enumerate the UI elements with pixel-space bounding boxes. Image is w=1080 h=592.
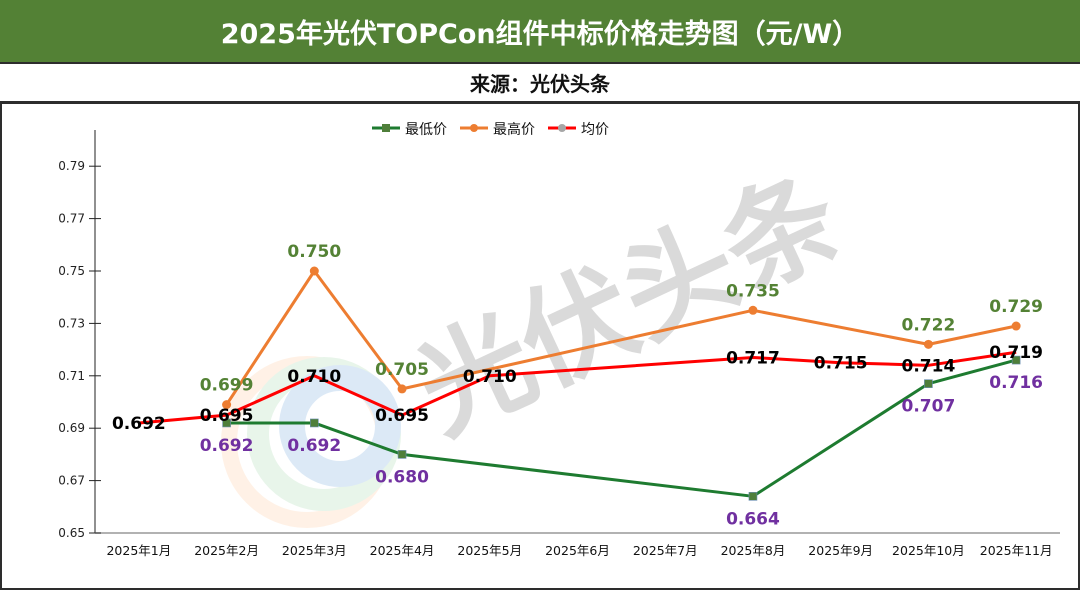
legend-item-avg[interactable]: 均价: [548, 122, 609, 138]
marker-min: [310, 418, 319, 428]
legend-item-min[interactable]: 最低价: [372, 122, 447, 138]
data-label-max: 0.735: [726, 281, 780, 301]
data-label-max: 0.699: [200, 376, 254, 396]
series-line-avg: [138, 350, 1017, 425]
data-labels: 0.692 0.692 0.680 0.664 0.707 0.716 0.699 0.750…: [112, 242, 1043, 529]
data-label-avg: 0.710: [463, 367, 517, 387]
y-tick-label: 0.65: [58, 526, 85, 540]
chart-area: 光伏头条 0.65 0.67 0.69 0.71 0.73 0.75 0.77 0.79 202…: [0, 104, 1080, 590]
y-tick-label: 0.71: [58, 369, 85, 383]
legend-item-max[interactable]: 最高价: [460, 121, 535, 138]
chart-title: 2025年光伏TOPCon组件中标价格走势图（元/W）: [220, 18, 860, 50]
marker-min: [222, 418, 231, 428]
circular-logo-icon: [221, 356, 401, 528]
chart-source: 来源：光伏头条: [470, 72, 610, 96]
series-lines: [138, 269, 1017, 498]
legend-avg-marker: [558, 124, 566, 132]
y-tick-label: 0.75: [58, 264, 85, 278]
x-tick-label: 2025年6月: [545, 543, 610, 558]
series-line-max: [225, 269, 1017, 406]
data-label-min: 0.716: [989, 373, 1043, 393]
data-label-max: 0.705: [375, 360, 429, 380]
x-tick-label: 2025年2月: [194, 543, 259, 558]
data-label-max: 0.750: [287, 242, 341, 262]
x-tick-label: 2025年8月: [721, 543, 786, 558]
line-chart: 光伏头条 0.65 0.67 0.69 0.71 0.73 0.75 0.77 0.79 202…: [58, 121, 1060, 558]
data-label-avg: 0.715: [814, 354, 868, 374]
watermark-text: 光伏头条: [398, 151, 859, 458]
x-tick-label: 2025年7月: [633, 543, 698, 558]
legend-max-marker: [470, 124, 478, 132]
data-label-avg: 0.714: [902, 356, 956, 376]
legend-avg-label: 均价: [581, 122, 609, 138]
marker-min: [924, 379, 933, 388]
x-tick-label: 2025年11月: [980, 543, 1053, 558]
title-bar: 2025年光伏TOPCon组件中标价格走势图（元/W）: [0, 0, 1080, 64]
marker-min: [748, 492, 758, 501]
y-tick-label: 0.67: [58, 474, 85, 488]
x-tick-label: 2025年10月: [892, 543, 965, 558]
legend-min-label: 最低价: [405, 122, 447, 138]
source-bar: 来源：光伏头条: [0, 64, 1080, 104]
x-tick-label: 2025年9月: [808, 543, 873, 558]
marker-max: [923, 339, 933, 349]
marker-max: [397, 384, 407, 394]
legend: 最低价 最高价 均价: [372, 121, 609, 138]
marker-min: [397, 450, 407, 459]
data-label-max: 0.722: [902, 315, 956, 335]
axes: 0.65 0.67 0.69 0.71 0.73 0.75 0.77 0.79 2025年1月 2…: [58, 130, 1060, 558]
legend-min-marker: [382, 124, 390, 132]
marker-max: [222, 400, 232, 410]
y-tick-label: 0.77: [58, 212, 85, 226]
data-label-min: 0.692: [287, 436, 341, 456]
data-label-avg: 0.717: [726, 348, 780, 368]
series-markers: [222, 266, 1021, 501]
marker-max: [309, 266, 319, 276]
y-tick-label: 0.69: [58, 421, 85, 435]
data-label-avg: 0.692: [112, 414, 166, 434]
data-label-avg: 0.719: [989, 343, 1043, 363]
data-label-avg: 0.695: [200, 406, 254, 426]
y-tick-label: 0.73: [58, 316, 85, 330]
x-tick-label: 2025年3月: [282, 543, 347, 558]
legend-max-label: 最高价: [493, 121, 535, 138]
data-label-avg: 0.710: [287, 367, 341, 387]
data-label-avg: 0.695: [375, 406, 429, 426]
data-label-min: 0.664: [726, 509, 780, 529]
data-label-min: 0.707: [902, 397, 956, 417]
x-tick-label: 2025年4月: [370, 543, 435, 558]
data-label-min: 0.692: [200, 436, 254, 456]
x-tick-label: 2025年5月: [457, 543, 522, 558]
marker-max: [748, 305, 758, 315]
y-tick-label: 0.79: [58, 159, 85, 173]
x-tick-label: 2025年1月: [106, 543, 171, 558]
marker-min: [1011, 355, 1021, 365]
series-line-min: [226, 358, 1017, 498]
data-label-min: 0.680: [375, 467, 429, 487]
data-label-max: 0.729: [989, 297, 1043, 317]
marker-max: [1011, 321, 1021, 331]
